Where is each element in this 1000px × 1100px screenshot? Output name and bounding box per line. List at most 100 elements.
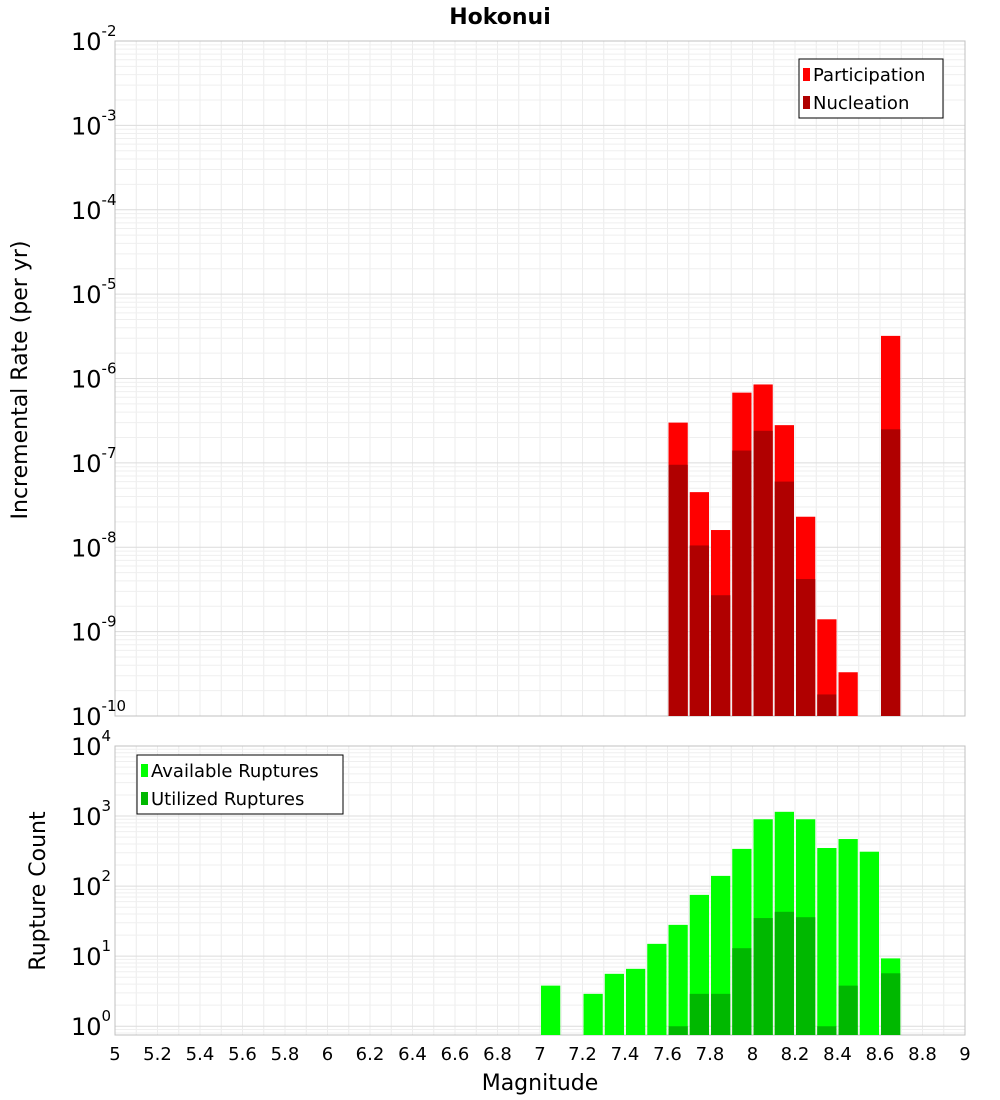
count-legend: Available Ruptures Utilized Ruptures xyxy=(136,754,344,815)
count-legend-label: Utilized Ruptures xyxy=(151,789,304,810)
x-tick-label: 7.2 xyxy=(568,1044,597,1065)
rate-legend: Participation Nucleation xyxy=(798,58,944,119)
x-tick-label: 7 xyxy=(534,1044,545,1065)
count-y-tick-exponent: 1 xyxy=(102,937,112,955)
rate-y-tick-exponent: -2 xyxy=(102,22,117,40)
rate-legend-label: Nucleation xyxy=(813,93,909,114)
available-ruptures-bar xyxy=(668,924,688,1035)
nucleation-bar xyxy=(732,450,752,716)
x-tick-label: 5 xyxy=(109,1044,120,1065)
x-tick-label: 9 xyxy=(959,1044,970,1065)
available-ruptures-bar xyxy=(604,973,624,1035)
x-tick-label: 6.4 xyxy=(398,1044,427,1065)
x-tick-label: 5.2 xyxy=(143,1044,172,1065)
count-y-tick-label: 102 xyxy=(71,867,111,901)
rate-y-tick-exponent: -6 xyxy=(102,360,117,378)
rate-y-ticks: 10-2 10-3 10-4 10-5 10-6 10-7 10-8 10-9 10-10 xyxy=(71,22,126,731)
x-tick-label: 8.6 xyxy=(866,1044,895,1065)
x-tick-label: 7.4 xyxy=(611,1044,640,1065)
count-y-tick-label: 103 xyxy=(71,797,111,831)
rate-y-tick-label: 10-8 xyxy=(71,528,117,562)
count-y-tick-label: 101 xyxy=(71,937,111,971)
utilized-ruptures-bar xyxy=(689,993,709,1035)
rate-y-tick-label: 10-6 xyxy=(71,360,117,394)
x-tick-label: 8.4 xyxy=(823,1044,852,1065)
rate-plot-area xyxy=(114,40,966,717)
count-plot-area xyxy=(114,745,966,1036)
x-tick-label: 6 xyxy=(322,1044,333,1065)
rate-plot-grid xyxy=(114,41,966,717)
count-legend-label: Available Ruptures xyxy=(151,761,319,782)
count-legend-box xyxy=(136,754,344,815)
x-tick-label: 8 xyxy=(747,1044,758,1065)
utilized-ruptures-bar xyxy=(838,985,858,1035)
rate-y-tick-exponent: -4 xyxy=(102,191,117,209)
nucleation-bar xyxy=(817,694,837,716)
rate-legend-swatch xyxy=(803,68,810,81)
x-tick-label: 6.2 xyxy=(356,1044,385,1065)
participation-bar xyxy=(838,672,858,716)
count-plot-bars xyxy=(541,811,901,1035)
utilized-ruptures-bar xyxy=(732,948,752,1035)
rate-y-tick-exponent: -5 xyxy=(102,275,117,293)
count-y-tick-exponent: 2 xyxy=(102,867,112,885)
utilized-ruptures-bar xyxy=(774,911,794,1035)
rate-y-tick-label: 10-2 xyxy=(71,22,117,56)
available-ruptures-bar xyxy=(541,985,561,1035)
x-axis-label: Magnitude xyxy=(482,1071,599,1096)
rate-y-tick-label: 10-10 xyxy=(71,697,126,731)
rate-y-tick-exponent: -3 xyxy=(102,106,117,124)
available-ruptures-bar xyxy=(817,848,837,1035)
x-tick-label: 8.2 xyxy=(781,1044,810,1065)
count-y-tick-exponent: 0 xyxy=(102,1007,112,1025)
utilized-ruptures-bar xyxy=(668,1026,688,1035)
x-tick-label: 7.6 xyxy=(653,1044,682,1065)
x-tick-label: 6.8 xyxy=(483,1044,512,1065)
nucleation-bar xyxy=(753,430,773,716)
x-tick-label: 7.8 xyxy=(696,1044,725,1065)
x-tick-labels: 5 5.2 5.4 5.6 5.8 6 6.2 6.4 6.6 6.8 7 7.2 7.4 7.6 7.8 8… xyxy=(109,1044,970,1065)
available-ruptures-bar xyxy=(647,943,667,1035)
x-tick-label: 8.8 xyxy=(908,1044,937,1065)
nucleation-bar xyxy=(774,481,794,716)
participation-bar xyxy=(817,619,837,716)
rate-y-tick-label: 10-9 xyxy=(71,613,117,647)
x-tick-label: 6.6 xyxy=(441,1044,470,1065)
utilized-ruptures-bar xyxy=(711,993,731,1035)
available-ruptures-bar xyxy=(626,968,646,1035)
utilized-ruptures-bar xyxy=(881,973,901,1035)
rate-legend-box xyxy=(798,58,944,119)
nucleation-bar xyxy=(668,464,688,716)
x-tick-label: 5.4 xyxy=(186,1044,215,1065)
available-ruptures-bar xyxy=(583,993,603,1035)
utilized-ruptures-bar xyxy=(817,1026,837,1035)
count-y-tick-exponent: 3 xyxy=(102,797,112,815)
rate-y-tick-label: 10-7 xyxy=(71,444,117,478)
count-y-tick-label: 100 xyxy=(71,1007,111,1041)
nucleation-bar xyxy=(796,579,816,716)
rate-y-tick-label: 10-4 xyxy=(71,191,117,225)
available-ruptures-bar xyxy=(859,851,879,1035)
rate-y-tick-exponent: -7 xyxy=(102,444,117,462)
rate-y-tick-exponent: -10 xyxy=(102,697,127,715)
rate-y-axis-label: Incremental Rate (per yr) xyxy=(8,241,33,520)
rate-y-tick-exponent: -8 xyxy=(102,528,117,546)
rate-y-tick-label: 10-5 xyxy=(71,275,117,309)
utilized-ruptures-bar xyxy=(753,918,773,1035)
count-y-axis-label: Rupture Count xyxy=(26,811,51,971)
rate-y-tick-label: 10-3 xyxy=(71,106,117,140)
count-y-tick-label: 104 xyxy=(71,727,111,761)
count-legend-swatch xyxy=(141,792,148,805)
x-tick-label: 5.8 xyxy=(271,1044,300,1065)
rate-legend-swatch xyxy=(803,96,810,109)
nucleation-bar xyxy=(881,429,901,716)
utilized-ruptures-bar xyxy=(796,917,816,1035)
count-y-tick-exponent: 4 xyxy=(102,727,112,745)
rate-y-tick-exponent: -9 xyxy=(102,613,117,631)
rate-plot-bars xyxy=(668,335,901,716)
rate-legend-label: Participation xyxy=(813,65,925,86)
nucleation-bar xyxy=(711,595,731,716)
nucleation-bar xyxy=(689,545,709,716)
